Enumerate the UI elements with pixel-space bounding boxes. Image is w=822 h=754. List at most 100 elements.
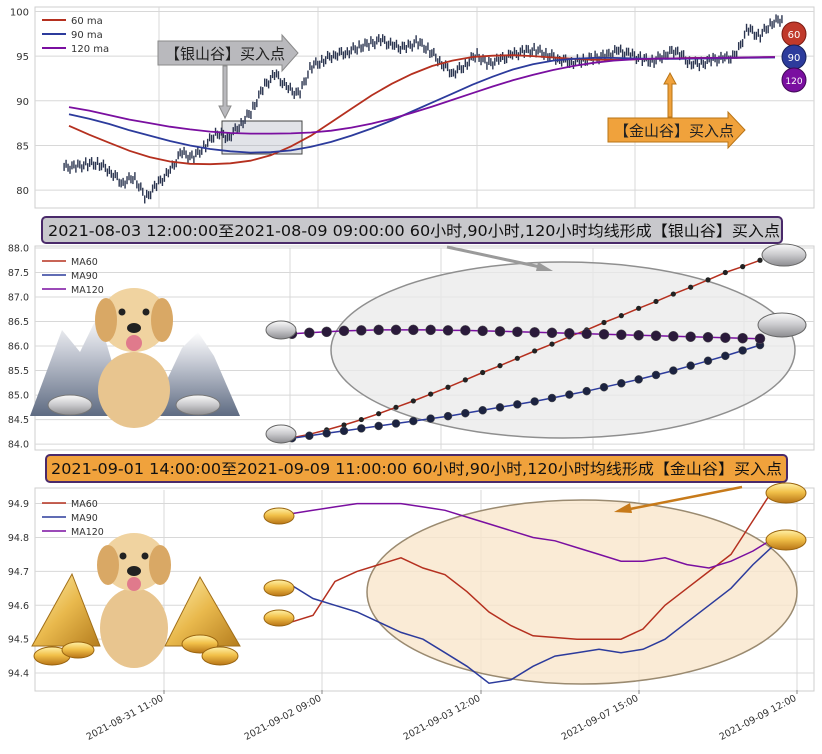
gold-pyramid-illustration xyxy=(31,533,241,668)
mid-y-axis: 84.0 84.5 85.0 85.5 86.0 86.5 87.0 87.5 88.0 xyxy=(8,244,29,451)
bottom-ma-lines xyxy=(290,486,776,684)
mid-y-tick-label: 86.5 xyxy=(8,317,29,328)
gold-valley-panel: 94.4 94.5 94.6 94.7 94.8 94.9 2021-08-31 11:0… xyxy=(8,482,815,743)
point-ma120 xyxy=(512,326,523,338)
point-ma60 xyxy=(514,355,520,361)
top-y-tick-label: 95 xyxy=(16,52,29,63)
point-ma120 xyxy=(529,327,540,338)
point-ma90 xyxy=(495,403,505,412)
bottom-y-tick-label: 94.6 xyxy=(8,601,29,612)
gold-ingot-markers xyxy=(263,482,807,627)
mid-y-tick-label: 88.0 xyxy=(8,244,29,255)
point-ma120 xyxy=(598,329,610,340)
gold-ingot-icon xyxy=(263,579,295,597)
series-line-ma60-bottom xyxy=(290,486,776,640)
point-ma120 xyxy=(494,326,506,337)
point-ma60 xyxy=(445,384,451,390)
gold-ingot-icon xyxy=(263,507,295,525)
point-ma120 xyxy=(477,325,488,337)
legend-label-120ma: 120 ma xyxy=(71,44,109,55)
series-line-ma60-mid xyxy=(291,259,761,439)
legend-label-ma60-mid: MA60 xyxy=(71,257,98,268)
mid-y-tick-label: 85.5 xyxy=(8,366,29,377)
point-ma120 xyxy=(460,325,471,336)
point-ma60 xyxy=(636,305,642,311)
badge-60-label: 60 xyxy=(788,30,801,41)
gold-valley-callout: 【金山谷】买入点 xyxy=(607,71,746,150)
bottom-x-tick-label: 2021-09-09 12:00 xyxy=(718,693,799,743)
point-ma60 xyxy=(393,404,399,410)
ma-badges: 60 90 120 xyxy=(781,21,807,93)
gold-ingot-icon xyxy=(765,529,807,551)
mid-legend: MA60 MA90 MA120 xyxy=(42,257,104,296)
point-ma60 xyxy=(376,411,382,417)
point-ma120 xyxy=(408,324,419,336)
point-ma60 xyxy=(410,398,416,404)
point-ma90 xyxy=(357,424,366,433)
top-ma-lines xyxy=(68,54,776,166)
legend-label-ma120-mid: MA120 xyxy=(71,285,104,296)
silver-valley-box xyxy=(221,120,303,155)
top-y-tick-label: 100 xyxy=(10,7,29,18)
point-ma90 xyxy=(443,411,453,421)
point-ma60 xyxy=(740,264,746,270)
legend-label-ma90-bot: MA90 xyxy=(71,513,98,524)
point-ma60 xyxy=(497,363,503,369)
gold-valley-ellipse xyxy=(366,499,798,685)
mid-y-tick-label: 85.0 xyxy=(8,391,29,402)
silver-valley-callout: 【银山谷】买入点 xyxy=(157,33,299,120)
point-ma60 xyxy=(722,269,728,276)
legend-label-ma60-bot: MA60 xyxy=(71,499,98,510)
gold-ingot-icon xyxy=(201,646,239,666)
badge-120-label: 120 xyxy=(785,77,802,87)
series-line-ma120-bottom xyxy=(290,502,776,569)
silver-banner-box xyxy=(41,216,783,244)
point-ma120 xyxy=(754,333,766,344)
legend-label-ma90-mid: MA90 xyxy=(71,271,98,282)
gold-banner-text: 2021-09-01 14:00:00至2021-09-09 11:00:00 … xyxy=(51,460,782,478)
bottom-x-tick-label: 2021-09-02 09:00 xyxy=(243,693,324,743)
point-ma90 xyxy=(305,431,314,441)
point-ma120 xyxy=(390,324,402,336)
point-ma90 xyxy=(634,375,643,384)
point-ma60 xyxy=(601,319,607,326)
point-ma60 xyxy=(358,416,364,423)
silver-callout-label: 【银山谷】买入点 xyxy=(165,45,285,63)
silver-ingot-icon xyxy=(47,394,93,416)
point-ma90 xyxy=(530,397,539,406)
bottom-y-tick-label: 94.9 xyxy=(8,499,29,510)
point-ma120 xyxy=(633,330,644,341)
badge-120 xyxy=(781,67,807,93)
point-ma120 xyxy=(668,330,679,342)
point-ma90 xyxy=(651,370,661,380)
silver-banner-text: 2021-08-03 12:00:00至2021-08-09 09:00:00 … xyxy=(48,222,780,240)
point-ma60 xyxy=(757,257,763,263)
point-ma120 xyxy=(737,332,748,344)
point-ma90 xyxy=(513,400,522,409)
mid-y-tick-label: 87.0 xyxy=(8,293,29,304)
mid-y-tick-label: 84.0 xyxy=(8,440,29,451)
silver-valley-panel: 84.0 84.5 85.0 85.5 86.0 86.5 87.0 87.5 88.0 MA6… xyxy=(8,243,815,451)
legend-label-ma120-bot: MA120 xyxy=(71,527,104,538)
point-ma60 xyxy=(705,277,711,283)
silver-mountain-illustration xyxy=(30,288,240,428)
top-legend: 60 ma 90 ma 120 ma xyxy=(42,16,109,55)
mid-y-tick-label: 84.5 xyxy=(8,415,29,426)
point-ma90 xyxy=(322,429,331,438)
point-ma90 xyxy=(339,426,349,436)
bottom-legend: MA60 MA90 MA120 xyxy=(42,499,104,538)
point-ma60 xyxy=(549,341,555,347)
bottom-y-tick-label: 94.5 xyxy=(8,635,29,646)
point-ma90 xyxy=(686,361,695,370)
point-ma90 xyxy=(738,346,747,355)
mid-y-tick-label: 86.0 xyxy=(8,342,29,353)
point-ma90 xyxy=(374,421,383,431)
point-ma90 xyxy=(669,366,678,375)
gold-ingot-icon xyxy=(61,641,95,659)
point-ma90 xyxy=(617,379,626,388)
legend-label-90ma: 90 ma xyxy=(71,30,103,41)
point-ma90 xyxy=(582,386,591,396)
point-ma90 xyxy=(703,356,713,366)
silver-ellipse-arrow-shaft xyxy=(446,245,546,270)
point-ma120 xyxy=(373,324,384,336)
